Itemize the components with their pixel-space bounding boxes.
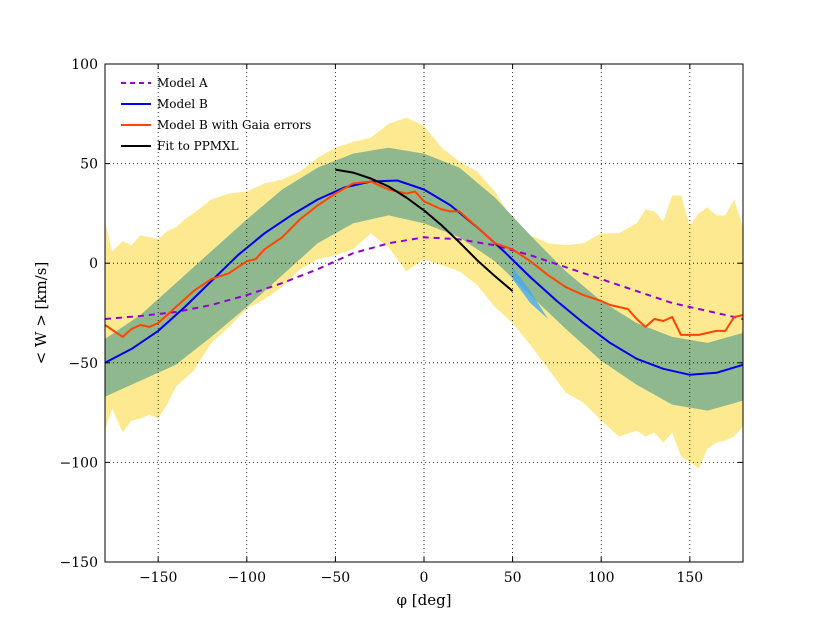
y-tick-label: 100: [71, 57, 98, 73]
legend: Model A Model B Model B with Gaia errors Fi…: [121, 76, 311, 153]
legend-entry: Model A: [157, 76, 208, 90]
legend-entry: Fit to PPMXL: [157, 139, 239, 153]
x-tick-label: −50: [321, 570, 351, 586]
x-axis-label: φ [deg]: [396, 591, 451, 609]
x-tick-label: 0: [420, 570, 429, 586]
legend-entry: Model B: [157, 97, 208, 111]
legend-entry: Model B with Gaia errors: [157, 118, 311, 132]
series-lines: [105, 168, 743, 376]
ppmxl-fit-line: [335, 168, 514, 292]
x-tick-label: 150: [676, 570, 703, 586]
x-tick-label: 100: [588, 570, 615, 586]
model-b-gaia-line: [105, 180, 743, 338]
y-tick-label: −100: [60, 455, 98, 471]
x-tick-label: 50: [504, 570, 522, 586]
x-tick-label: −150: [139, 570, 177, 586]
uncertainty-bands: [105, 117, 743, 469]
model-b-line: [105, 179, 743, 376]
y-tick-label: 0: [89, 256, 98, 272]
band-overlap-wedge: [512, 267, 549, 319]
axis-ticks: −150 −100 −50 0 50 100 150 −150 −100 −50 0 50 100: [60, 57, 743, 586]
y-tick-label: 50: [80, 157, 98, 173]
model-a-line: [105, 236, 743, 320]
y-tick-label: −50: [68, 356, 98, 372]
x-tick-label: −100: [228, 570, 266, 586]
y-tick-label: −150: [60, 555, 98, 571]
y-axis-label: < W > [km/s]: [32, 262, 50, 365]
grid-lines: [105, 63, 743, 563]
inner-scatter-band: [105, 147, 743, 411]
